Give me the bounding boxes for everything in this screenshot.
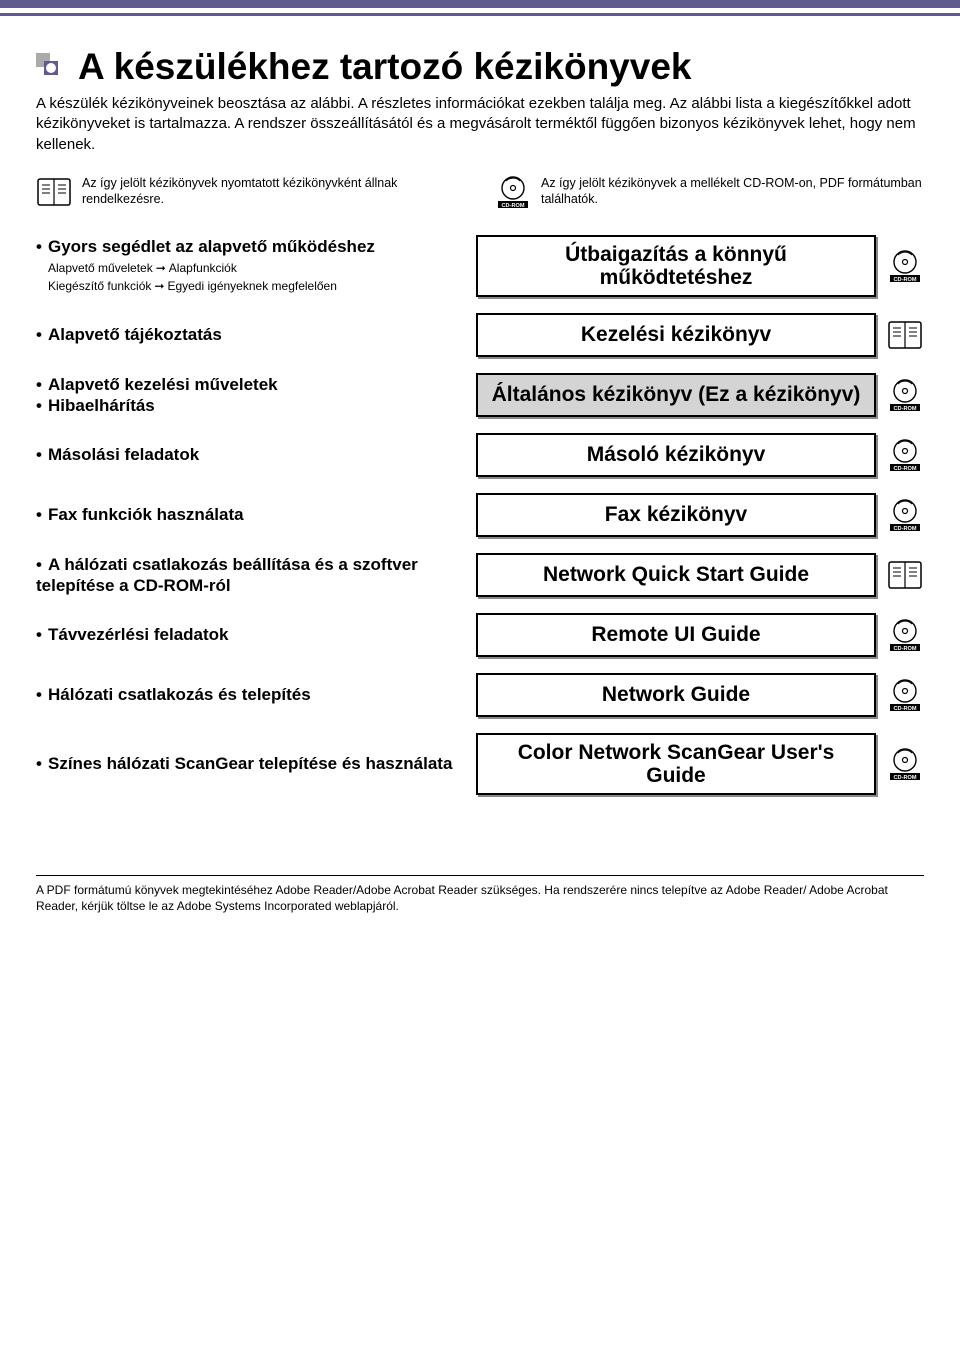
- guide-row: •Hálózati csatlakozás és telepítés Networ…: [36, 673, 924, 717]
- function-label: •Alapvető kezelési műveletek: [36, 374, 466, 395]
- book-icon-slot: [886, 558, 924, 592]
- function-label: •Hálózati csatlakozás és telepítés: [36, 684, 466, 705]
- sub-function: Kiegészítő funkciók➞Egyedi igényeknek me…: [36, 278, 466, 295]
- guide-row: •Távvezérlési feladatok Remote UI Guide C…: [36, 613, 924, 657]
- svg-text:CD-ROM: CD-ROM: [502, 203, 525, 209]
- cd-icon: CD-ROM: [887, 747, 923, 781]
- guide-rows: •Gyors segédlet az alapvető működéshez Al…: [36, 235, 924, 795]
- guide-box: Color Network ScanGear User's Guide: [476, 733, 876, 795]
- cd-icon: CD-ROM: [887, 249, 923, 283]
- function-cell: •Gyors segédlet az alapvető működéshez Al…: [36, 236, 476, 295]
- footer-note: A PDF formátumú könyvek megtekintéséhez …: [36, 875, 924, 914]
- legend: Az így jelölt kézikönyvek nyomtatott kéz…: [36, 175, 924, 209]
- svg-text:CD-ROM: CD-ROM: [894, 775, 917, 781]
- cd-icon-slot: CD-ROM: [886, 678, 924, 712]
- function-cell: •A hálózati csatlakozás beállítása és a …: [36, 554, 476, 597]
- function-label: •A hálózati csatlakozás beállítása és a …: [36, 554, 466, 597]
- function-cell: •Alapvető tájékoztatás: [36, 324, 476, 345]
- svg-text:CD-ROM: CD-ROM: [894, 277, 917, 283]
- title-row: A készülékhez tartozó kézikönyvek: [36, 46, 924, 88]
- function-cell: •Színes hálózati ScanGear telepítése és …: [36, 753, 476, 774]
- cd-icon: CD-ROM: [887, 678, 923, 712]
- guide-box: Általános kézikönyv (Ez a kézikönyv): [476, 373, 876, 417]
- guide-box: Kezelési kézikönyv: [476, 313, 876, 357]
- function-cell: •Fax funkciók használata: [36, 504, 476, 525]
- svg-text:CD-ROM: CD-ROM: [894, 706, 917, 712]
- guide-cell: Általános kézikönyv (Ez a kézikönyv) CD-…: [476, 373, 924, 417]
- intro-text: A készülék kézikönyveinek beosztása az a…: [36, 94, 924, 155]
- cd-icon: CD-ROM: [887, 378, 923, 412]
- function-label: •Távvezérlési feladatok: [36, 624, 466, 645]
- header-bars: [0, 0, 960, 16]
- function-cell: •Távvezérlési feladatok: [36, 624, 476, 645]
- title-bullet-icon: [36, 53, 64, 81]
- guide-row: •Fax funkciók használata Fax kézikönyv CD…: [36, 493, 924, 537]
- cd-icon-slot: CD-ROM: [886, 498, 924, 532]
- cd-icon: CD-ROM: [887, 498, 923, 532]
- cd-icon-slot: CD-ROM: [886, 618, 924, 652]
- function-label: •Alapvető tájékoztatás: [36, 324, 466, 345]
- page-content: A készülékhez tartozó kézikönyvek A kész…: [0, 16, 960, 815]
- book-icon: [887, 318, 923, 352]
- legend-cd-text: Az így jelölt kézikönyvek a mellékelt CD…: [541, 175, 924, 208]
- guide-cell: Fax kézikönyv CD-ROM: [476, 493, 924, 537]
- svg-text:CD-ROM: CD-ROM: [894, 646, 917, 652]
- guide-cell: Másoló kézikönyv CD-ROM: [476, 433, 924, 477]
- guide-box: Remote UI Guide: [476, 613, 876, 657]
- guide-cell: Remote UI Guide CD-ROM: [476, 613, 924, 657]
- cd-icon-slot: CD-ROM: [886, 747, 924, 781]
- cd-icon-slot: CD-ROM: [886, 249, 924, 283]
- function-label: •Másolási feladatok: [36, 444, 466, 465]
- function-label: •Gyors segédlet az alapvető működéshez: [36, 236, 466, 257]
- cd-icon-slot: CD-ROM: [886, 378, 924, 412]
- svg-text:CD-ROM: CD-ROM: [894, 466, 917, 472]
- legend-book-text: Az így jelölt kézikönyvek nyomtatott kéz…: [82, 175, 465, 208]
- guide-row: •Alapvető tájékoztatás Kezelési kézikönyv: [36, 313, 924, 357]
- cd-icon: CD-ROM: [887, 618, 923, 652]
- function-label: •Fax funkciók használata: [36, 504, 466, 525]
- svg-text:CD-ROM: CD-ROM: [894, 526, 917, 532]
- function-label: •Színes hálózati ScanGear telepítése és …: [36, 753, 466, 774]
- guide-cell: Network Guide CD-ROM: [476, 673, 924, 717]
- legend-cd: CD-ROM Az így jelölt kézikönyvek a mellé…: [495, 175, 924, 209]
- guide-row: •Másolási feladatok Másoló kézikönyv CD-R…: [36, 433, 924, 477]
- legend-book: Az így jelölt kézikönyvek nyomtatott kéz…: [36, 175, 465, 209]
- guide-cell: Color Network ScanGear User's Guide CD-R…: [476, 733, 924, 795]
- guide-row: •A hálózati csatlakozás beállítása és a …: [36, 553, 924, 597]
- guide-box: Fax kézikönyv: [476, 493, 876, 537]
- cd-icon: CD-ROM: [887, 438, 923, 472]
- book-icon: [36, 175, 72, 209]
- guide-box: Másoló kézikönyv: [476, 433, 876, 477]
- guide-row: •Gyors segédlet az alapvető működéshez Al…: [36, 235, 924, 297]
- guide-box: Network Quick Start Guide: [476, 553, 876, 597]
- guide-cell: Útbaigazítás a könnyű működtetéshez CD-R…: [476, 235, 924, 297]
- page-title: A készülékhez tartozó kézikönyvek: [78, 46, 691, 88]
- function-cell: •Alapvető kezelési műveletek•Hibaelhárít…: [36, 374, 476, 417]
- function-cell: •Hálózati csatlakozás és telepítés: [36, 684, 476, 705]
- guide-row: •Színes hálózati ScanGear telepítése és …: [36, 733, 924, 795]
- cd-icon-slot: CD-ROM: [886, 438, 924, 472]
- guide-box: Network Guide: [476, 673, 876, 717]
- book-icon-slot: [886, 318, 924, 352]
- guide-cell: Network Quick Start Guide: [476, 553, 924, 597]
- cd-icon: CD-ROM: [495, 175, 531, 209]
- function-label: •Hibaelhárítás: [36, 395, 466, 416]
- book-icon: [887, 558, 923, 592]
- function-cell: •Másolási feladatok: [36, 444, 476, 465]
- guide-row: •Alapvető kezelési műveletek•Hibaelhárít…: [36, 373, 924, 417]
- svg-text:CD-ROM: CD-ROM: [894, 406, 917, 412]
- sub-function: Alapvető műveletek➞Alapfunkciók: [36, 260, 466, 277]
- guide-box: Útbaigazítás a könnyű működtetéshez: [476, 235, 876, 297]
- guide-cell: Kezelési kézikönyv: [476, 313, 924, 357]
